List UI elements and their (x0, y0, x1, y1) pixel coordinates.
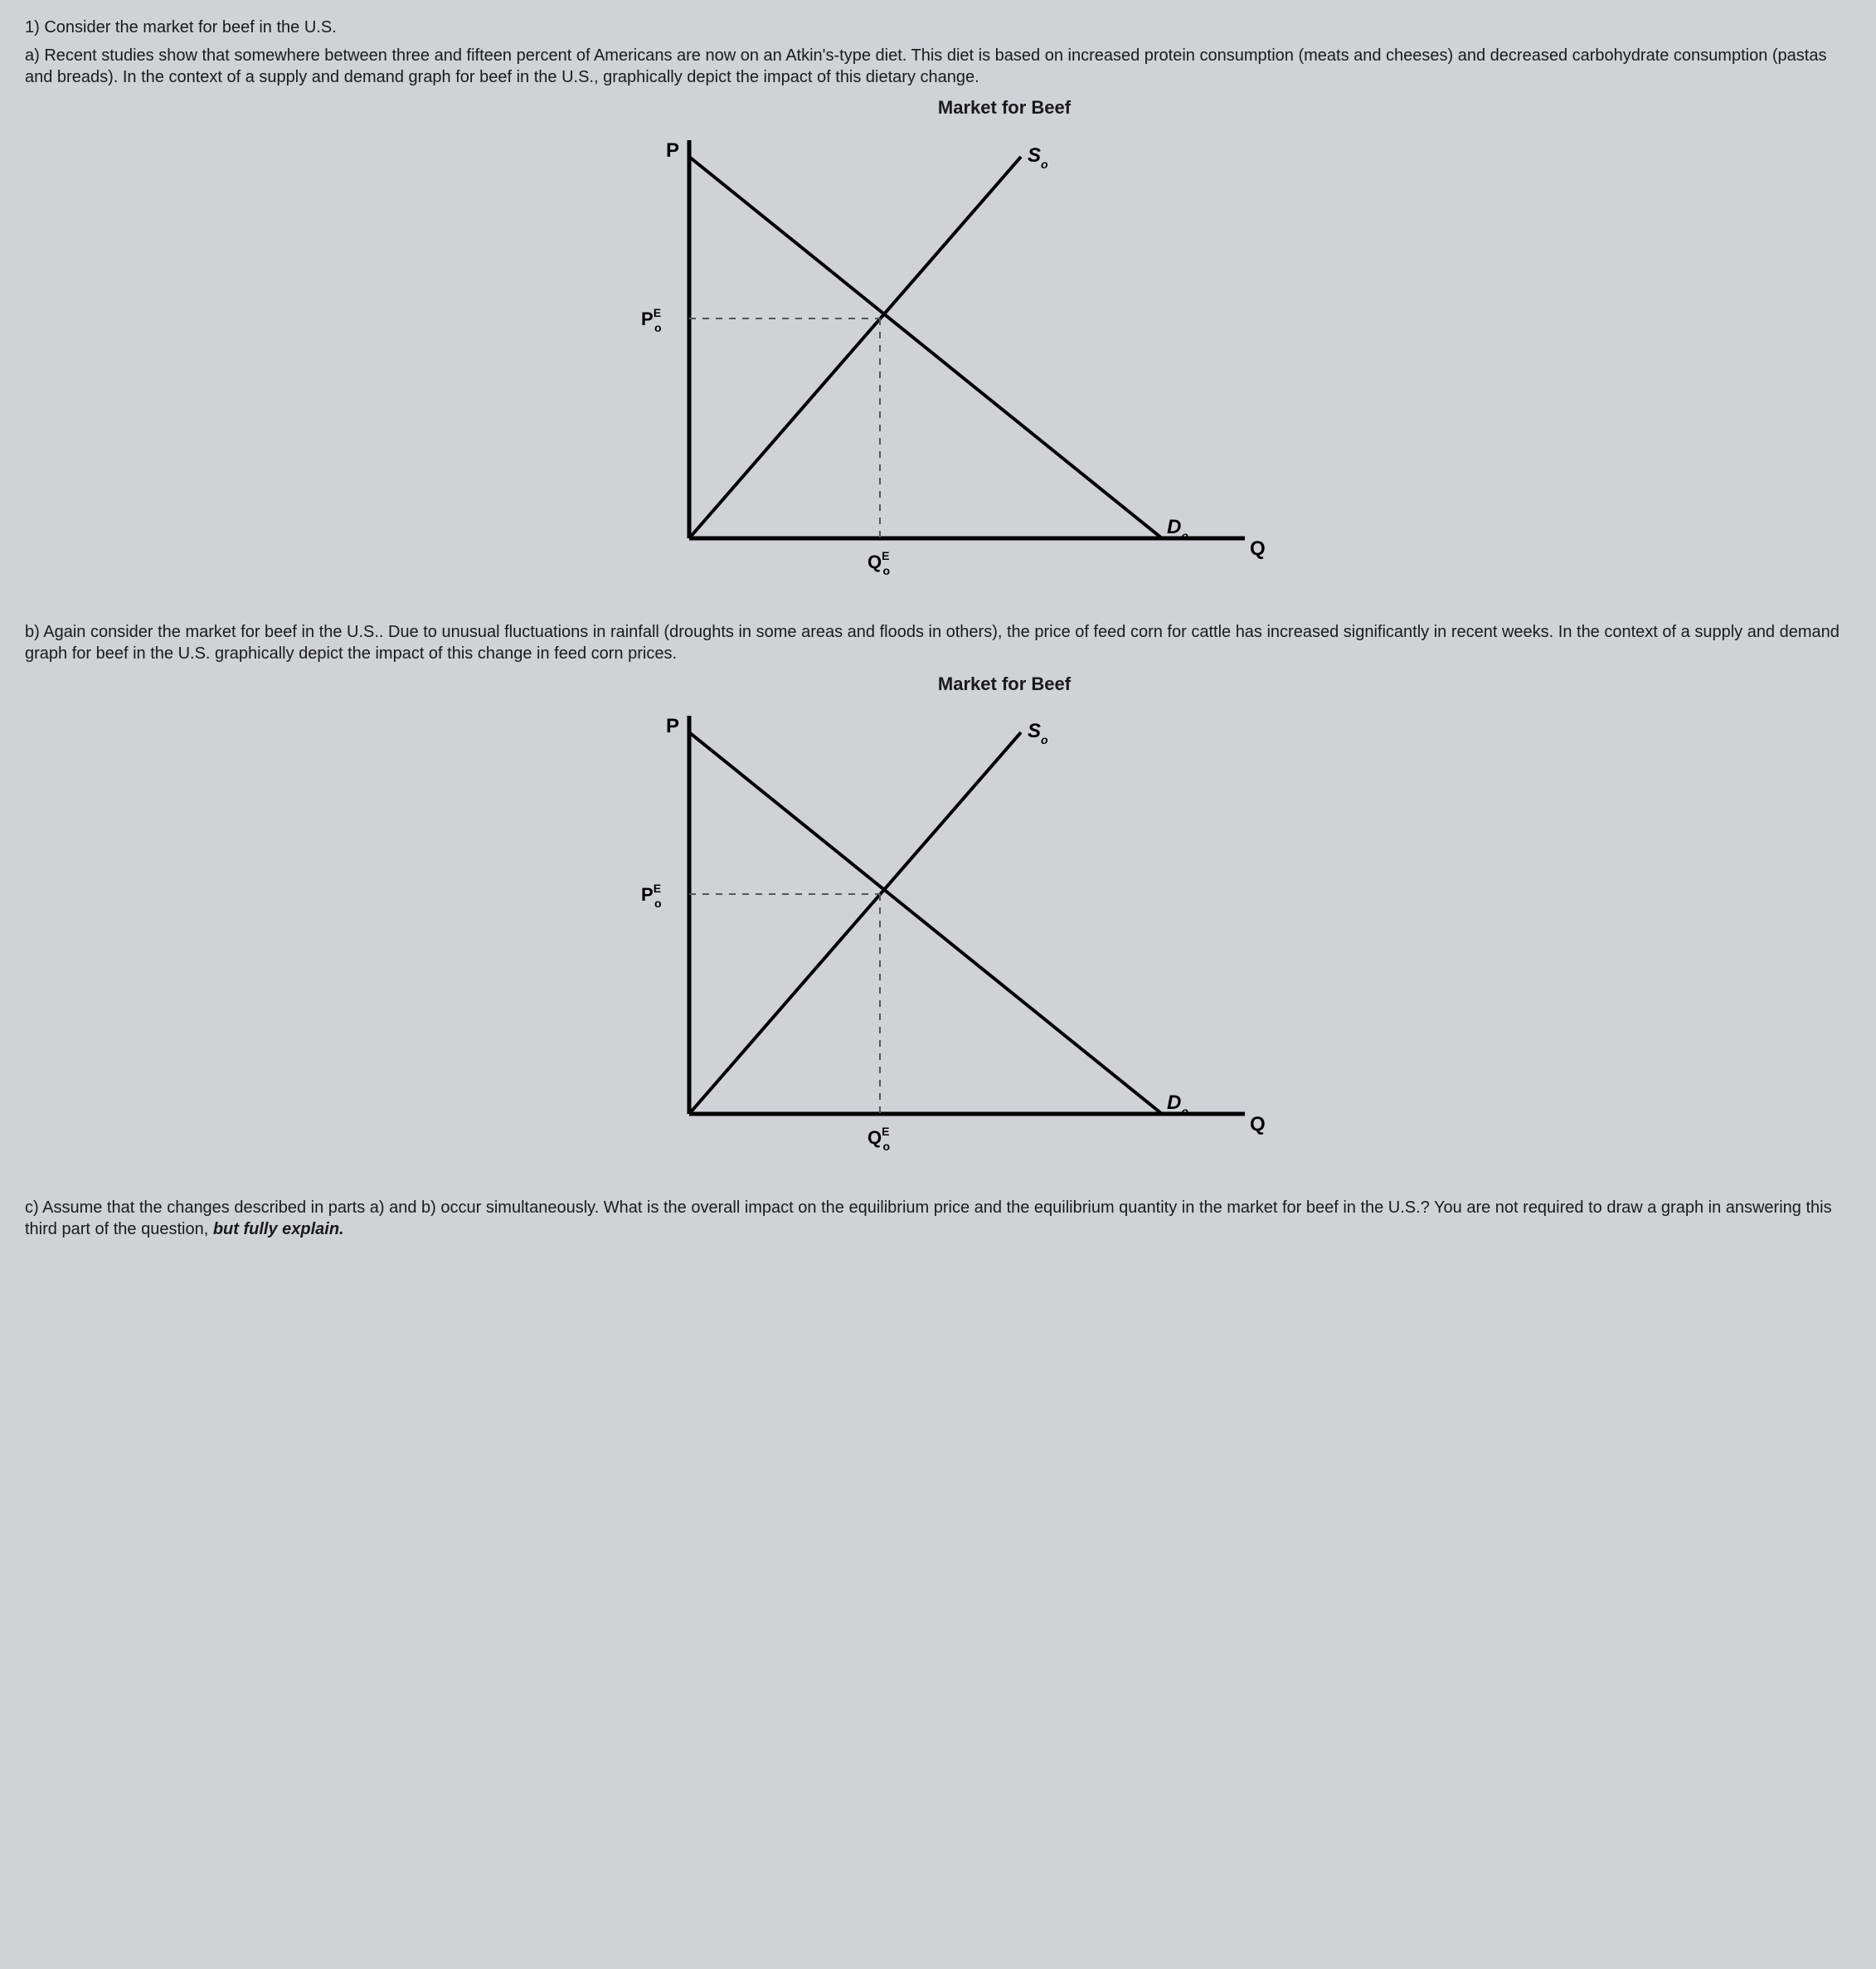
svg-text:PEo: PEo (641, 882, 662, 910)
chart-b-wrap: Market for Beef PPEoQEoSoDoQ (25, 673, 1851, 1164)
svg-text:QEo: QEo (868, 1125, 890, 1153)
svg-text:So: So (1028, 144, 1048, 171)
svg-text:P: P (666, 139, 679, 162)
svg-text:QEo: QEo (868, 549, 890, 577)
question-1-intro: 1) Consider the market for beef in the U… (25, 17, 1851, 38)
svg-text:Q: Q (1250, 1113, 1266, 1135)
chart-a-wrap: Market for Beef PPEoQEoSoDoQ (25, 96, 1851, 588)
question-1b: b) Again consider the market for beef in… (25, 621, 1851, 664)
svg-text:P: P (666, 715, 679, 737)
svg-text:Q: Q (1250, 537, 1266, 560)
svg-text:So: So (1028, 720, 1048, 746)
question-1a: a) Recent studies show that somewhere be… (25, 45, 1851, 88)
chart-b: PPEoQEoSoDoQ (598, 699, 1278, 1164)
chart-b-title: Market for Beef (938, 673, 1071, 697)
question-1c-tail: but fully explain. (213, 1220, 344, 1238)
question-1c: c) Assume that the changes described in … (25, 1197, 1851, 1240)
svg-text:PEo: PEo (641, 306, 662, 334)
chart-a-svg: PPEoQEoSoDoQ (598, 124, 1278, 588)
chart-a: PPEoQEoSoDoQ (598, 124, 1278, 588)
chart-b-svg: PPEoQEoSoDoQ (598, 699, 1278, 1164)
chart-a-title: Market for Beef (938, 96, 1071, 120)
